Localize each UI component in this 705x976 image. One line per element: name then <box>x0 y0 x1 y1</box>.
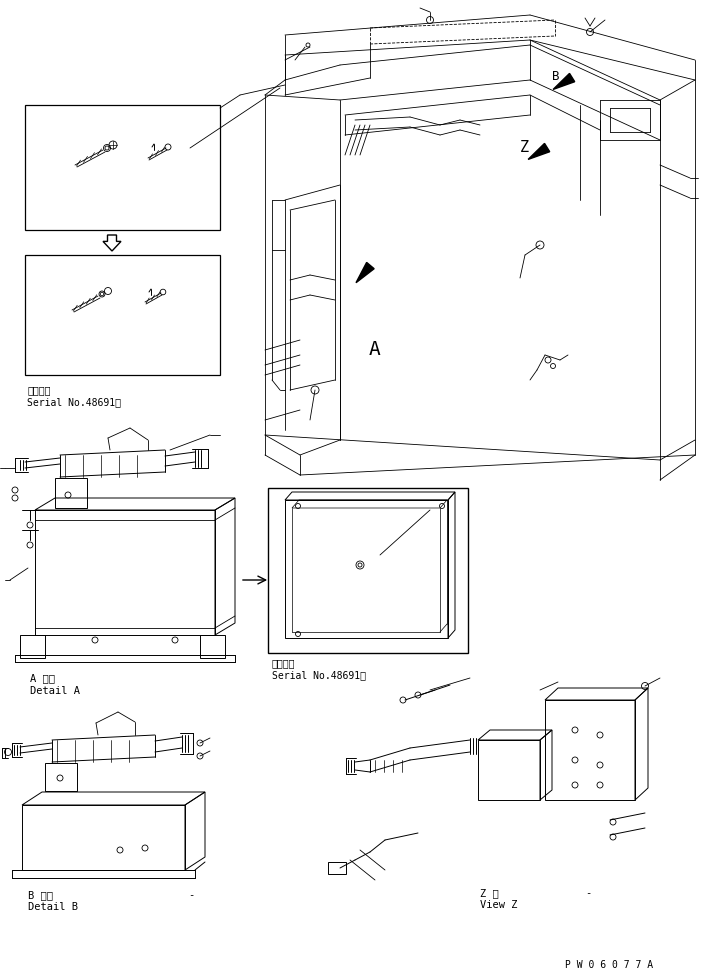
Text: A: A <box>369 340 381 359</box>
Text: -: - <box>188 890 195 900</box>
Text: Z: Z <box>520 140 529 155</box>
Polygon shape <box>356 263 374 283</box>
Text: Z 視: Z 視 <box>480 888 498 898</box>
Bar <box>25 105 220 230</box>
Text: Detail B: Detail B <box>28 902 78 912</box>
Text: B: B <box>552 70 560 83</box>
Text: -: - <box>585 888 591 898</box>
Text: Serial No.48691～: Serial No.48691～ <box>27 397 121 407</box>
Text: B 詳細: B 詳細 <box>28 890 53 900</box>
Text: A 詳細: A 詳細 <box>30 673 55 683</box>
Text: 適用号機: 適用号機 <box>27 385 51 395</box>
Bar <box>25 255 220 375</box>
Text: 適用号機: 適用号機 <box>272 658 295 668</box>
Polygon shape <box>103 235 121 251</box>
Bar <box>55 478 87 508</box>
Text: Serial No.48691～: Serial No.48691～ <box>272 670 366 680</box>
Text: P W 0 6 0 7 7 A: P W 0 6 0 7 7 A <box>565 960 653 970</box>
Bar <box>268 488 468 653</box>
Polygon shape <box>553 73 575 90</box>
Text: Detail A: Detail A <box>30 686 80 696</box>
Polygon shape <box>528 143 550 159</box>
Bar <box>328 862 346 874</box>
Bar <box>45 763 77 791</box>
Text: View Z: View Z <box>480 900 517 910</box>
